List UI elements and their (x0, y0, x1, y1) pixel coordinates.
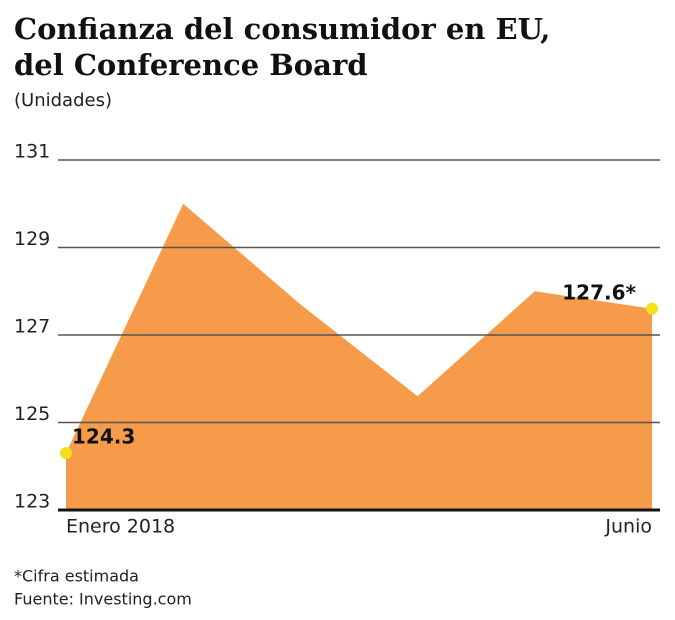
area (66, 203, 652, 510)
y-tick-label: 127 (14, 316, 50, 338)
marker (60, 447, 72, 460)
x-tick-label: Enero 2018 (66, 516, 175, 538)
x-tick-label: Junio (604, 516, 652, 538)
y-tick-label: 129 (14, 228, 50, 250)
value-label: 124.3 (72, 425, 135, 449)
y-tick-label: 125 (14, 403, 50, 425)
footnote: *Cifra estimada (14, 567, 139, 586)
value-label: 127.6* (562, 280, 636, 304)
chart-title: Confianza del consumidor en EU, (14, 12, 550, 46)
chart-title: del Conference Board (14, 48, 368, 82)
chart-subtitle: (Unidades) (14, 90, 112, 111)
y-tick-label: 123 (14, 491, 50, 513)
y-tick-label: 131 (14, 141, 50, 163)
source: Fuente: Investing.com (14, 590, 192, 609)
marker (646, 302, 658, 315)
